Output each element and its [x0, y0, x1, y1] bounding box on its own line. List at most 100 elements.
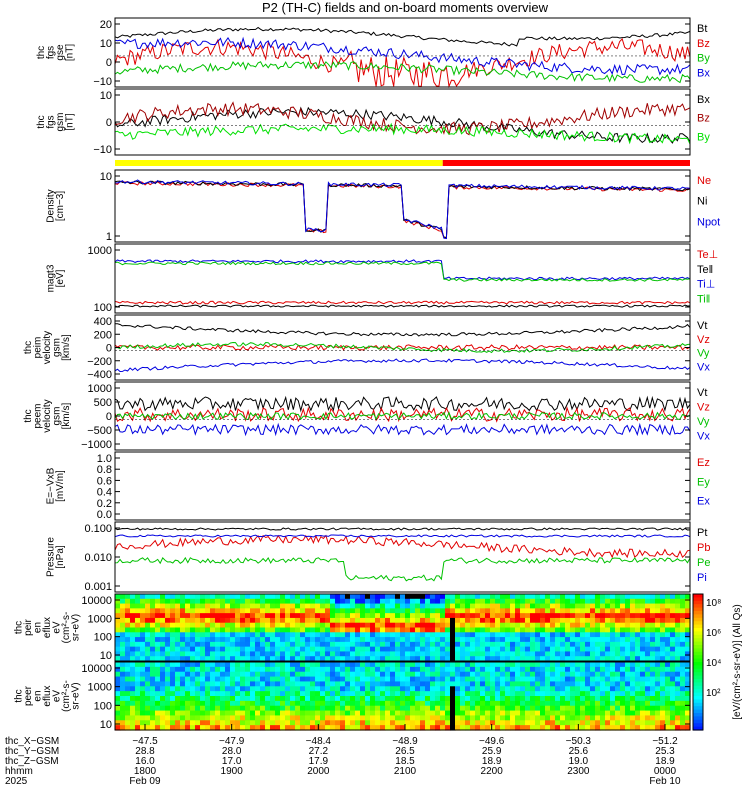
y-tick-label: 0.6	[97, 475, 112, 487]
y-axis-label: gsm	[55, 113, 66, 132]
y-axis-label: peim	[33, 337, 44, 359]
panel-frame	[114, 17, 691, 88]
legend-entry: Bz	[697, 38, 710, 50]
x-axis-value: Feb 10	[649, 776, 681, 787]
series-line-temperature-2	[114, 259, 691, 281]
y-axis-label: thc	[14, 689, 25, 702]
y-tick-label: 10	[100, 719, 112, 731]
legend-entry: Vx	[697, 361, 710, 373]
legend-entry: Vx	[697, 431, 710, 443]
y-axis-label: thc	[23, 409, 34, 422]
legend-entry: Ne	[697, 175, 711, 187]
y-axis-label: [km/s]	[61, 402, 72, 429]
colorbar-tick: 10²	[706, 688, 721, 699]
x-axis-value: −47.9	[219, 736, 245, 747]
y-tick-label: 10	[100, 90, 112, 102]
y-axis-label: velocity	[42, 399, 53, 432]
legend-entry: Ex	[697, 496, 710, 508]
legend-entry: Vy	[697, 416, 710, 428]
y-axis-label: (cm²-s-	[61, 680, 72, 712]
y-tick-label: 1000	[88, 383, 112, 395]
x-axis-value: 2100	[394, 766, 417, 777]
x-axis-value: 28.8	[135, 746, 155, 757]
y-tick-label: 100	[94, 632, 112, 644]
x-axis-value: 26.5	[395, 746, 415, 757]
x-axis-value: 18.9	[655, 756, 675, 767]
x-axis-value: 25.3	[655, 746, 675, 757]
legend-entry: Npot	[697, 216, 720, 228]
y-axis-label: Pressure	[45, 537, 56, 577]
y-axis-label: magt3	[45, 264, 56, 292]
y-tick-label: 10	[100, 171, 112, 183]
y-tick-label: 0	[106, 117, 112, 129]
series-line-pressure-3	[114, 534, 691, 538]
panel-frame	[114, 521, 691, 593]
colorbar: 10⁸ 10⁶ 10⁴ 10² [eV/(cm²-s-sr-eV)] (All Qs)	[692, 593, 743, 731]
colorbar-tick: 10⁴	[706, 658, 721, 669]
colorbar-tick: 10⁸	[706, 598, 721, 609]
legend-entry: Vz	[697, 334, 710, 346]
y-axis-label: peer	[23, 685, 34, 706]
legend-entry: Bt	[697, 23, 707, 35]
y-tick-label: 1000	[88, 682, 112, 694]
legend-entry: Vy	[697, 348, 710, 360]
mode-bar-segment	[442, 160, 690, 166]
y-tick-label: 100	[94, 302, 112, 314]
y-tick-label: 0.8	[97, 464, 112, 476]
series-line-peem_velocity-2	[114, 411, 691, 421]
legend-entry: Pt	[697, 527, 707, 539]
legend-entry: Ni	[697, 196, 707, 208]
panel-frame	[114, 88, 691, 156]
series-line-peim_velocity-1	[114, 344, 691, 351]
x-axis-value: 1900	[221, 766, 244, 777]
series-line-density-2	[114, 179, 691, 240]
legend-entry: Te‖	[697, 264, 713, 276]
y-axis-label: eflux	[42, 685, 53, 706]
y-tick-label: 1	[106, 231, 112, 243]
x-axis-row-label: hhmm	[5, 766, 33, 777]
x-axis-value: −48.4	[306, 736, 332, 747]
panel-frame	[114, 243, 691, 314]
panel-frame	[114, 593, 691, 662]
series-line-peem_velocity-0	[114, 395, 691, 413]
mode-bar-segment	[115, 160, 443, 166]
legend-entry: Pe	[697, 557, 710, 569]
x-axis-value: 27.2	[309, 746, 329, 757]
series-line-density-0	[114, 180, 691, 239]
x-axis-value: 2200	[481, 766, 504, 777]
y-axis-label: gse	[55, 44, 66, 61]
y-axis-label: thc	[36, 115, 47, 128]
x-axis-value: 17.0	[222, 756, 242, 767]
y-axis-label: E=−VxB	[45, 467, 56, 504]
series-line-fgs_gsm-2	[114, 122, 691, 145]
y-tick-label: 0.4	[97, 487, 112, 499]
y-tick-label: 0	[106, 57, 112, 69]
legend-entry: Bz	[697, 113, 710, 125]
y-axis-label: fgs	[45, 115, 56, 128]
x-axis-value: 28.0	[222, 746, 242, 757]
y-tick-label: 10000	[81, 663, 112, 675]
y-tick-label: −10	[93, 144, 112, 156]
series-line-pressure-1	[114, 534, 691, 559]
x-axis-value: 18.9	[482, 756, 502, 767]
y-axis-label: fgs	[45, 46, 56, 59]
y-axis-label: [eV]	[55, 269, 66, 287]
y-axis-label: peem	[33, 403, 44, 428]
y-tick-label: 0.010	[84, 552, 112, 564]
series-line-fgs_gse-0	[114, 26, 691, 47]
figure-title: P2 (TH-C) fields and on-board moments ov…	[262, 0, 549, 15]
y-axis-label: eV	[52, 621, 63, 634]
y-axis-label: thc	[23, 341, 34, 354]
series-line-peim_velocity-3	[114, 358, 691, 373]
panel-pressure: 0.100 0.010 0.001 Pressure[nPa] Pt Pb Pe Pi	[45, 521, 710, 593]
y-axis-label: gsm	[52, 407, 63, 426]
legend-entry: Ey	[697, 476, 710, 488]
panel-peir_eflux: 10000 1000 100 10 thcpeirenefluxeV(cm²-s-sr-…	[14, 593, 691, 662]
series-line-temperature-1	[114, 304, 691, 308]
x-axis-value: −51.2	[652, 736, 678, 747]
series-line-density-1	[114, 180, 691, 239]
legend-entry: Vz	[697, 402, 710, 414]
y-axis-label: sr-eV)	[71, 614, 82, 641]
y-tick-label: 0.100	[84, 523, 112, 535]
